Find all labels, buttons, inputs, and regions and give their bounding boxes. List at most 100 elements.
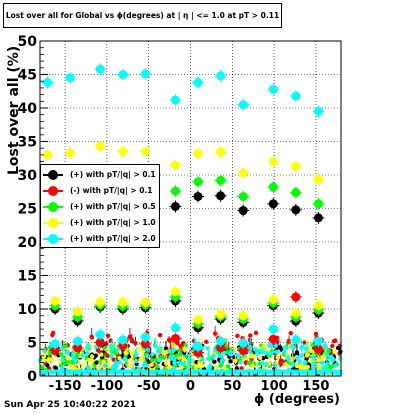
noise-point bbox=[338, 356, 343, 361]
noise-point bbox=[150, 352, 155, 357]
noise-point bbox=[127, 334, 133, 339]
noise-point bbox=[71, 351, 77, 356]
noise-point bbox=[264, 350, 270, 356]
noise-point bbox=[304, 346, 309, 352]
data-point bbox=[193, 191, 203, 201]
data-point bbox=[73, 336, 83, 346]
noise-point bbox=[80, 352, 85, 358]
noise-point bbox=[126, 354, 132, 360]
data-point bbox=[193, 149, 203, 159]
noise-point bbox=[177, 360, 182, 366]
noise-point bbox=[261, 344, 267, 349]
noise-point bbox=[330, 358, 335, 363]
legend-label: (+) with pT/|q| > 0.1 bbox=[70, 170, 156, 179]
noise-point bbox=[58, 351, 64, 357]
data-point bbox=[313, 336, 323, 346]
noise-point bbox=[97, 364, 102, 370]
y-axis-label: Lost over all (%) bbox=[6, 45, 22, 175]
noise-point bbox=[117, 360, 122, 365]
x-tick-label: 100 bbox=[261, 379, 288, 394]
data-point bbox=[140, 69, 150, 79]
noise-point bbox=[212, 331, 218, 336]
data-point bbox=[95, 329, 105, 339]
noise-point bbox=[183, 343, 188, 348]
data-point bbox=[140, 339, 150, 349]
legend-label: (+) with pT/|q| > 2.0 bbox=[70, 234, 156, 243]
data-point bbox=[238, 338, 248, 348]
legend-label: (-) with pT/|q| > 0.1 bbox=[70, 186, 153, 195]
noise-point bbox=[153, 343, 158, 349]
noise-point bbox=[169, 355, 174, 360]
noise-point bbox=[257, 355, 263, 360]
y-tick-label: 5 bbox=[27, 336, 37, 352]
data-point bbox=[291, 161, 301, 171]
noise-point bbox=[310, 342, 315, 348]
noise-point bbox=[273, 343, 278, 348]
noise-point bbox=[105, 348, 110, 353]
noise-point bbox=[155, 364, 160, 369]
noise-point bbox=[156, 348, 161, 354]
noise-point bbox=[286, 355, 291, 361]
noise-point bbox=[140, 356, 145, 361]
noise-point bbox=[181, 350, 187, 356]
y-tick-label: 0 bbox=[27, 369, 37, 385]
noise-point bbox=[338, 349, 343, 354]
noise-point bbox=[171, 347, 177, 353]
timestamp: Sun Apr 25 10:40:22 2021 bbox=[4, 400, 137, 410]
noise-point bbox=[267, 342, 272, 348]
noise-point bbox=[134, 351, 139, 357]
noise-point bbox=[42, 348, 47, 354]
noise-point bbox=[333, 363, 338, 368]
noise-point bbox=[320, 354, 325, 360]
legend-entry: (+) with pT/|q| > 2.0 bbox=[41, 231, 159, 247]
data-point bbox=[170, 333, 180, 343]
noise-point bbox=[225, 364, 231, 369]
noise-point bbox=[133, 341, 138, 346]
noise-point bbox=[331, 338, 337, 344]
data-point bbox=[291, 335, 301, 345]
noise-point bbox=[324, 362, 329, 367]
x-tick-label: 150 bbox=[302, 379, 329, 394]
noise-point bbox=[212, 359, 217, 364]
noise-point bbox=[297, 359, 302, 364]
data-point bbox=[291, 308, 301, 318]
noise-point bbox=[254, 351, 260, 356]
noise-point bbox=[46, 357, 52, 362]
data-point bbox=[193, 315, 203, 325]
noise-point bbox=[313, 331, 319, 337]
data-point bbox=[65, 148, 75, 158]
noise-point bbox=[89, 334, 94, 339]
noise-point bbox=[60, 365, 65, 371]
y-tick-label: 35 bbox=[18, 135, 37, 151]
data-point bbox=[193, 78, 203, 88]
data-point bbox=[193, 342, 203, 352]
y-tick-label: 10 bbox=[18, 302, 38, 318]
data-point bbox=[238, 100, 248, 110]
noise-point bbox=[230, 348, 235, 353]
noise-point bbox=[108, 343, 113, 349]
noise-point bbox=[187, 364, 192, 370]
legend-entry: (+) with pT/|q| > 0.1 bbox=[41, 167, 159, 183]
x-tick-label: -150 bbox=[49, 379, 82, 394]
noise-point bbox=[80, 362, 86, 367]
legend-swatch-dot bbox=[48, 202, 58, 212]
y-tick-label: 25 bbox=[18, 202, 37, 218]
noise-point bbox=[157, 332, 163, 338]
legend-label: (+) with pT/|q| > 1.0 bbox=[70, 218, 156, 227]
data-point bbox=[95, 297, 105, 307]
noise-point bbox=[330, 343, 335, 349]
noise-point bbox=[299, 352, 305, 358]
noise-point bbox=[178, 343, 183, 349]
noise-point bbox=[268, 351, 274, 356]
x-tick-label: -50 bbox=[137, 379, 161, 394]
noise-point bbox=[204, 339, 209, 344]
noise-point bbox=[291, 362, 296, 367]
noise-point bbox=[50, 357, 55, 362]
data-point bbox=[216, 309, 226, 319]
noise-point bbox=[211, 353, 216, 359]
data-point bbox=[238, 311, 248, 321]
noise-point bbox=[235, 333, 240, 339]
noise-point bbox=[250, 363, 255, 369]
noise-point bbox=[222, 350, 227, 355]
data-point bbox=[216, 175, 226, 185]
